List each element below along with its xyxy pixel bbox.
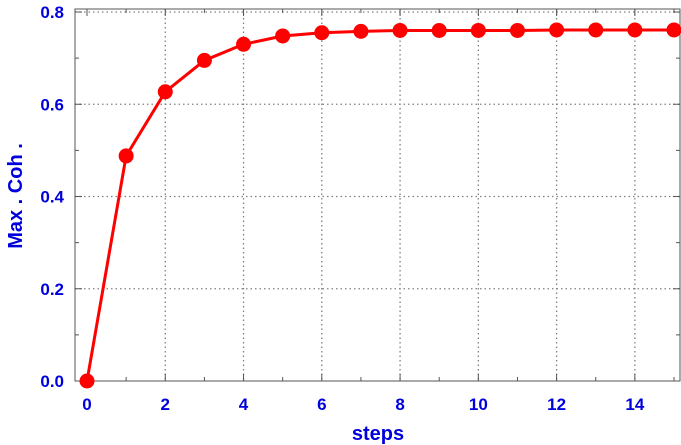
series-group xyxy=(79,22,681,389)
x-tick-labels: 0 2 4 6 8 10 12 14 xyxy=(82,395,645,414)
data-point xyxy=(627,22,643,38)
axis-ticks xyxy=(75,9,680,382)
data-point xyxy=(118,148,134,164)
grid-lines xyxy=(75,9,680,381)
data-point xyxy=(509,22,525,38)
y-tick-label: 0.0 xyxy=(40,372,64,391)
x-tick-label: 0 xyxy=(82,395,91,414)
data-point xyxy=(196,52,212,68)
y-tick-label: 0.8 xyxy=(40,3,64,22)
y-axis-label: Max . Coh . xyxy=(5,143,27,249)
x-tick-label: 10 xyxy=(469,395,488,414)
data-point xyxy=(666,22,681,38)
data-point xyxy=(353,23,369,39)
x-tick-label: 12 xyxy=(547,395,566,414)
y-tick-labels: 0.0 0.2 0.4 0.6 0.8 xyxy=(40,3,64,391)
data-point xyxy=(79,373,95,389)
plot-frame xyxy=(74,8,681,382)
y-tick-label: 0.4 xyxy=(40,188,64,207)
y-tick-label: 0.6 xyxy=(40,95,64,114)
data-point xyxy=(236,36,252,52)
data-point xyxy=(549,22,565,38)
data-point xyxy=(392,22,408,38)
data-point xyxy=(275,28,291,44)
data-point xyxy=(431,22,447,38)
x-tick-label: 2 xyxy=(161,395,170,414)
x-tick-label: 14 xyxy=(625,395,644,414)
y-tick-label: 0.2 xyxy=(40,280,64,299)
x-tick-label: 6 xyxy=(317,395,326,414)
x-tick-label: 4 xyxy=(239,395,249,414)
series-line xyxy=(85,28,674,382)
data-point xyxy=(470,22,486,38)
data-point xyxy=(314,25,330,41)
data-point xyxy=(157,84,173,100)
data-point xyxy=(588,22,604,38)
x-axis-label: steps xyxy=(352,423,404,445)
x-tick-label: 8 xyxy=(395,395,404,414)
